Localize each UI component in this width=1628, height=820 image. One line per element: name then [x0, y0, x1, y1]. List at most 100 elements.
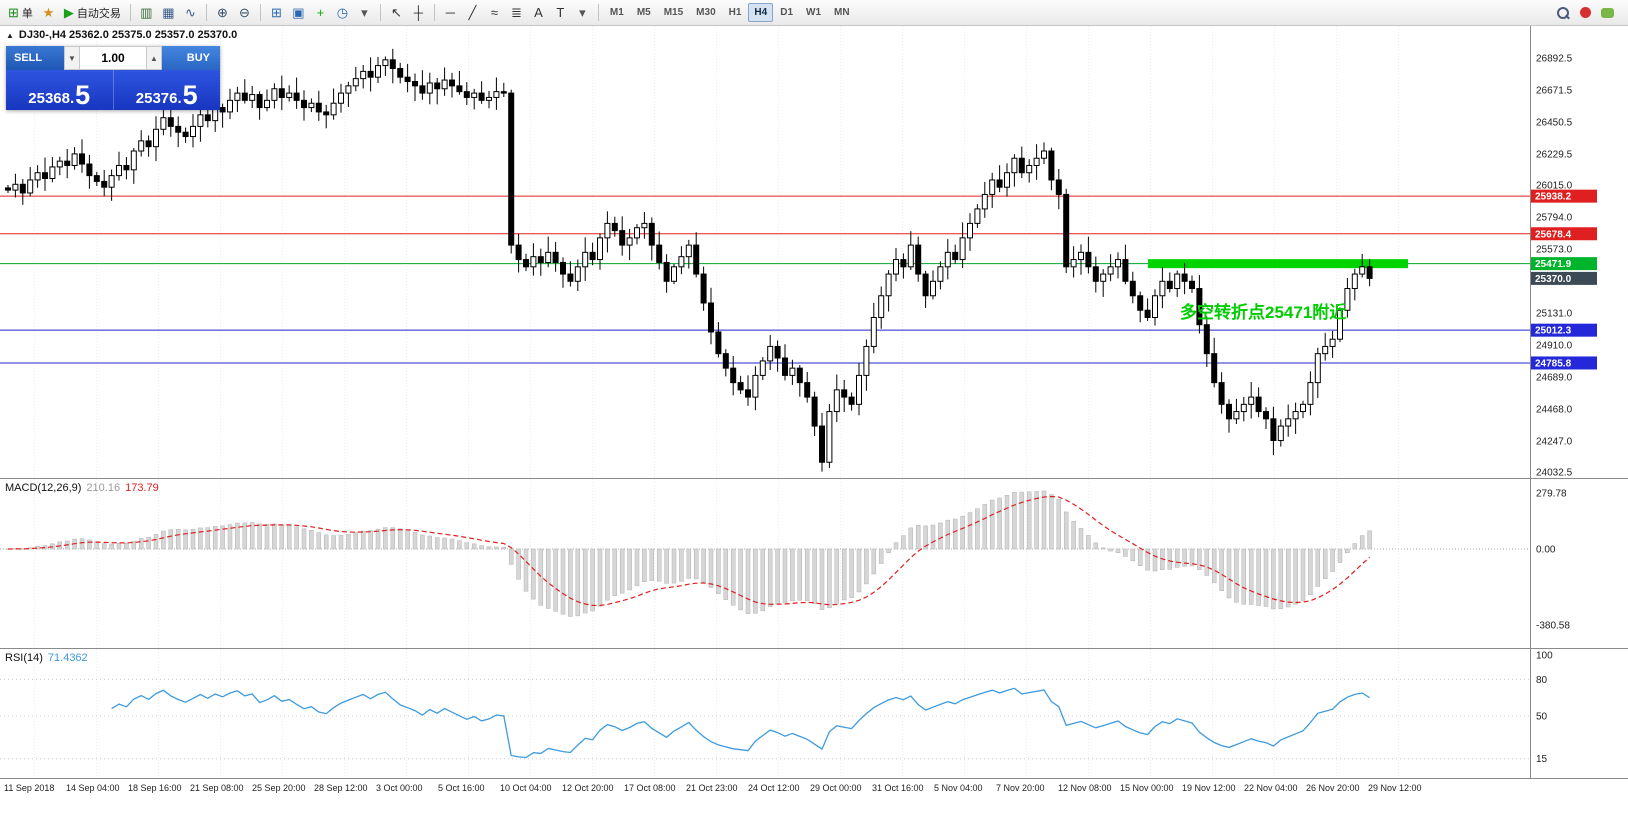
bar-chart-button[interactable]: ▥	[136, 2, 157, 23]
time-axis-label: 18 Sep 16:00	[128, 783, 182, 793]
cursor-button[interactable]: ↖	[386, 2, 407, 23]
horizontal-line-button[interactable]: ─	[440, 2, 461, 23]
svg-text:25678.4: 25678.4	[1535, 229, 1572, 240]
collapse-triangle-icon[interactable]: ▲	[6, 30, 14, 40]
rsi-header: RSI(14) 71.4362	[5, 652, 88, 664]
chat-icon[interactable]	[1601, 7, 1614, 18]
macd-chart: 279.78 0.00 -380.58	[0, 479, 1570, 648]
indicators-add-button[interactable]: +	[310, 2, 331, 23]
svg-text:25131.0: 25131.0	[1536, 308, 1573, 319]
buy-button[interactable]: BUY	[162, 46, 220, 70]
svg-text:26229.5: 26229.5	[1536, 149, 1573, 160]
crosshair-icon: ┼	[413, 5, 424, 20]
macd-title: MACD(12,26,9)	[5, 482, 82, 494]
templates-dropdown[interactable]: ▾	[354, 2, 375, 23]
time-axis-label: 12 Nov 08:00	[1058, 783, 1112, 793]
label-tool-icon: T	[556, 5, 565, 20]
support-band[interactable]	[1148, 259, 1408, 269]
buy-price[interactable]: 25376. 5	[114, 70, 221, 110]
candlesticks	[5, 48, 1373, 472]
macd-signal-value: 173.79	[125, 482, 159, 494]
svg-text:25573.0: 25573.0	[1536, 245, 1573, 256]
macd-header: MACD(12,26,9) 210.16 173.79	[5, 482, 159, 494]
tile-windows-button[interactable]: ⊞	[266, 2, 287, 23]
new-order-button[interactable]: ⊞ 单	[4, 2, 37, 23]
time-axis-label: 24 Oct 12:00	[748, 783, 800, 793]
toolbar-separator	[129, 4, 131, 21]
shapes-dropdown[interactable]: ▾	[572, 2, 593, 23]
time-axis-label: 26 Nov 20:00	[1306, 783, 1360, 793]
line-chart-icon: ∿	[184, 5, 196, 20]
time-axis[interactable]: 11 Sep 2018 14 Sep 04:00 18 Sep 16:00 21 Se…	[0, 778, 1628, 820]
timeframe-H4[interactable]: H4	[748, 3, 774, 22]
wave-tool-button[interactable]: ≈	[484, 2, 505, 23]
timeframe-M1[interactable]: M1	[609, 7, 624, 18]
zoom-in-button[interactable]: ⊕	[212, 2, 233, 23]
fibonacci-button[interactable]: ≣	[506, 2, 527, 23]
fibonacci-icon: ≣	[510, 5, 522, 20]
timeframe-W1[interactable]: W1	[806, 7, 822, 18]
timeframe-MN[interactable]: MN	[834, 7, 850, 18]
label-tool-button[interactable]: T	[550, 2, 571, 23]
autotrading-button[interactable]: ▶ 自动交易	[60, 2, 125, 23]
sell-button[interactable]: SELL	[6, 46, 64, 70]
price-tag	[1531, 257, 1597, 271]
new-order-icon: ⊞	[8, 5, 19, 20]
line-chart-button[interactable]: ∿	[180, 2, 201, 23]
text-tool-button[interactable]: A	[528, 2, 549, 23]
volume-increase-button[interactable]: ▲	[146, 46, 162, 70]
templates-icon: ▾	[361, 5, 368, 20]
timeframe-M5[interactable]: M5	[636, 7, 651, 18]
macd-histogram	[5, 490, 1372, 617]
price-chart-pane[interactable]: 26892.5 26671.5 26450.5 26229.5 26015.0 25794…	[0, 26, 1628, 478]
svg-text:25471.9: 25471.9	[1535, 259, 1572, 270]
macd-main-value: 210.16	[86, 482, 121, 494]
svg-text:24910.0: 24910.0	[1536, 340, 1573, 351]
timeframe-M30[interactable]: M30	[696, 7, 716, 18]
volume-decrease-button[interactable]: ▼	[64, 46, 80, 70]
rsi-indicator-pane[interactable]: 100 80 50 15 RSI(14) 71.4362	[0, 648, 1628, 778]
search-icon[interactable]	[1556, 6, 1570, 20]
period-clock-icon: ◷	[336, 5, 349, 20]
svg-text:25370.0: 25370.0	[1535, 274, 1572, 285]
tile-windows-icon: ⊞	[270, 5, 282, 20]
time-axis-label: 29 Oct 00:00	[810, 783, 862, 793]
macd-indicator-pane[interactable]: 279.78 0.00 -380.58 MACD(12,26,9) 210.16 173…	[0, 478, 1628, 648]
price-tag	[1531, 189, 1597, 203]
trendline-button[interactable]: ╱	[462, 2, 483, 23]
arrange-windows-button[interactable]: ▣	[288, 2, 309, 23]
time-axis-label: 7 Nov 20:00	[996, 783, 1045, 793]
cursor-icon: ↖	[390, 5, 402, 20]
sell-price-main: 25368.	[28, 90, 75, 107]
notification-icon[interactable]	[1580, 7, 1591, 18]
zoom-out-button[interactable]: ⊖	[234, 2, 255, 23]
time-axis-label: 12 Oct 20:00	[562, 783, 614, 793]
time-axis-label: 29 Nov 12:00	[1368, 783, 1422, 793]
svg-text:100: 100	[1536, 651, 1553, 662]
timeframe-H1[interactable]: H1	[728, 7, 742, 18]
timeframe-D1[interactable]: D1	[780, 7, 794, 18]
svg-text:80: 80	[1536, 675, 1548, 686]
text-tool-icon: A	[534, 5, 543, 20]
sell-price[interactable]: 25368. 5	[6, 70, 114, 110]
autotrading-icon: ▶	[63, 5, 74, 20]
ohlc-header-text: DJ30-,H4 25362.0 25375.0 25357.0 25370.0	[18, 29, 238, 41]
timeframe-M15[interactable]: M15	[663, 7, 684, 18]
rsi-title: RSI(14)	[5, 652, 43, 664]
time-axis-label: 11 Sep 2018	[4, 783, 55, 793]
svg-text:24468.0: 24468.0	[1536, 404, 1573, 415]
crosshair-button[interactable]: ┼	[408, 2, 429, 23]
zoom-out-icon: ⊖	[238, 5, 250, 20]
rsi-chart: 100 80 50 15	[0, 649, 1553, 778]
volume-input[interactable]: 1.00	[80, 46, 146, 70]
rsi-value: 71.4362	[47, 652, 88, 664]
chart-annotation-text: 多空转折点25471附近	[1180, 303, 1347, 322]
svg-text:26892.5: 26892.5	[1536, 54, 1573, 65]
period-clock-button[interactable]: ◷	[332, 2, 353, 23]
trendline-icon: ╱	[468, 5, 477, 20]
svg-text:24032.5: 24032.5	[1536, 468, 1573, 478]
candlestick-chart-button[interactable]: ▦	[158, 2, 179, 23]
svg-text:26671.5: 26671.5	[1536, 85, 1573, 96]
indicators-add-icon: +	[316, 5, 325, 20]
mql5-market-button[interactable]: ★	[38, 2, 59, 23]
